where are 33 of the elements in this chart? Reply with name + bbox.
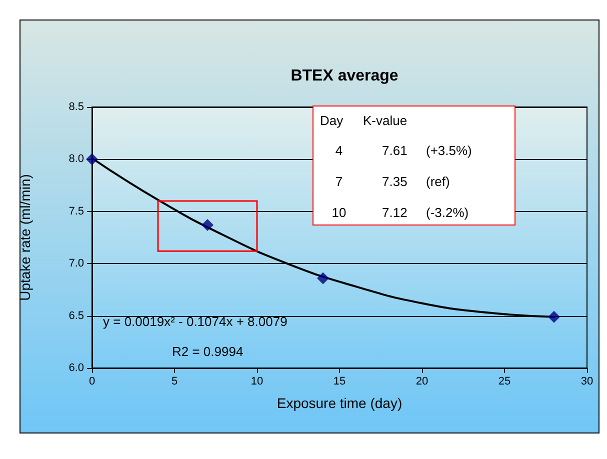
y-tick-label: 7.5 — [68, 205, 84, 218]
x-axis-title: Exposure time (day) — [276, 395, 402, 411]
x-tick-label: 30 — [580, 376, 594, 388]
annotation: (-3.2%) — [426, 205, 469, 220]
point — [202, 218, 214, 231]
annotation: y = 0.0019x² - 0.1074x + 8.0079 — [103, 314, 288, 329]
y-tick-label: 6.5 — [68, 310, 84, 322]
y-tick-label: 8.5 — [68, 101, 84, 113]
annotation: 7.35 — [382, 174, 408, 189]
annotation: 4 — [335, 143, 343, 158]
y-tick-label: 7.0 — [68, 258, 84, 270]
annotation: 7.61 — [382, 143, 408, 158]
annotation: Day — [320, 113, 344, 128]
annotation: R2 = 0.9994 — [172, 344, 244, 359]
x-tick-label: 15 — [333, 376, 346, 388]
x-tick-label: 20 — [416, 376, 428, 388]
point — [548, 310, 560, 323]
chart-title: BTEX average — [290, 68, 398, 84]
annotation: (+3.5%) — [426, 143, 472, 158]
x-tick-label: 0 — [88, 376, 96, 388]
point — [86, 153, 98, 166]
annotation: 7 — [335, 174, 343, 189]
x-tick-label: 25 — [498, 376, 511, 388]
annotation: 7.12 — [382, 205, 408, 220]
y-tick-label: 8.0 — [68, 153, 84, 166]
point — [317, 272, 329, 284]
annotation: K-value — [363, 113, 408, 128]
y-axis-title: Uptake rate (ml/min) — [17, 174, 33, 301]
x-tick-label: 10 — [250, 376, 264, 388]
annotation: (ref) — [426, 174, 450, 189]
x-tick-label: 5 — [171, 376, 178, 388]
y-tick-label: 6.0 — [68, 362, 84, 374]
annotation: 10 — [332, 205, 346, 220]
